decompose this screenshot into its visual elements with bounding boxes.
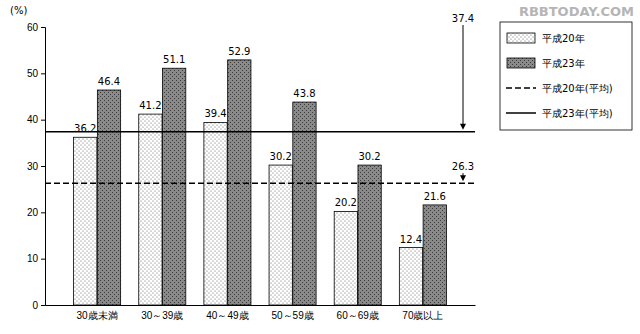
- x-tick: 30歳未満: [77, 305, 118, 321]
- bar: [269, 165, 292, 305]
- reference-label: 37.4: [452, 13, 474, 24]
- bar: [97, 90, 120, 305]
- y-tick-label: 10: [27, 253, 39, 264]
- x-tick: 70歳以上: [402, 305, 443, 321]
- y-tick: 60: [27, 22, 45, 33]
- legend-label: 平成23年: [542, 58, 585, 69]
- y-axis-line: [41, 28, 46, 306]
- data-label: 41.2: [139, 100, 161, 111]
- data-label: 36.2: [74, 123, 96, 134]
- legend-swatch: [506, 112, 536, 114]
- x-tick-label: 50～59歳: [271, 310, 313, 321]
- bar: [163, 68, 186, 305]
- y-tick: 10: [27, 253, 45, 264]
- y-tick: 40: [27, 114, 45, 125]
- data-label: 46.4: [98, 76, 120, 87]
- bar: [334, 211, 357, 305]
- legend-label: 平成20年(平均): [542, 83, 613, 94]
- reference-arrow-head: [460, 124, 466, 130]
- x-tick: 40～49歳: [206, 305, 248, 321]
- y-tick-label: 20: [27, 207, 39, 218]
- bar: [293, 102, 316, 305]
- y-tick-label: 30: [27, 161, 39, 172]
- y-tick-mark: [41, 305, 45, 306]
- data-label: 21.6: [424, 191, 446, 202]
- x-tick-label: 30～39歳: [141, 310, 183, 321]
- data-labels: 36.2 41.2 39.4 30.2 20.2 12.4 46.4 51.1 52.9 43.8…: [74, 13, 474, 245]
- y-tick: 20: [27, 207, 45, 218]
- reference-line: [45, 131, 475, 133]
- y-axis: 0 10 20 30 40 50 60: [27, 22, 46, 311]
- y-axis-title: (%): [10, 5, 27, 16]
- data-label: 12.4: [400, 234, 422, 245]
- data-label: 30.2: [358, 151, 380, 162]
- legend-label: 平成23年(平均): [542, 108, 613, 119]
- y-tick-label: 50: [27, 68, 39, 79]
- x-tick: 30～39歳: [141, 305, 183, 321]
- x-tick: 50～59歳: [271, 305, 313, 321]
- legend-box: [500, 22, 632, 130]
- y-tick-mark: [41, 259, 45, 260]
- data-label: 30.2: [270, 151, 292, 162]
- x-axis-line: [46, 305, 476, 306]
- y-tick-label: 0: [32, 300, 38, 311]
- legend-swatch: [507, 58, 535, 68]
- annotation: RBBTODAY.COM: [519, 4, 634, 19]
- bar: [423, 205, 446, 305]
- x-tick-label: 60～69歳: [337, 310, 379, 321]
- y-tick: 50: [27, 68, 45, 79]
- bar: [139, 114, 162, 305]
- x-tick-label: 30歳未満: [77, 310, 118, 321]
- legend-swatch: [506, 87, 536, 89]
- reference-arrow: [463, 25, 464, 126]
- bar: [74, 137, 97, 305]
- bar: [204, 122, 227, 305]
- reference-arrow-head: [460, 175, 466, 181]
- reference-label: 26.3: [452, 161, 474, 172]
- y-tick-label: 40: [27, 114, 39, 125]
- data-label: 52.9: [228, 46, 250, 57]
- x-axis: 30歳未満 30～39歳 40～49歳 50～59歳 60～69歳 70歳以上: [46, 305, 476, 321]
- y-tick-label: 60: [27, 22, 39, 33]
- bar: [399, 248, 422, 305]
- x-tick: 60～69歳: [337, 305, 379, 321]
- y-tick: 0: [32, 300, 45, 311]
- y-tick: 30: [27, 161, 45, 172]
- y-tick-mark: [41, 27, 45, 28]
- legend: 平成20年平成23年平成20年(平均) 平成23年(平均): [500, 22, 632, 130]
- y-tick-mark: [41, 212, 45, 213]
- legend-label: 平成20年: [542, 33, 585, 44]
- y-tick-mark: [41, 120, 45, 121]
- bar: [358, 165, 381, 305]
- data-label: 51.1: [163, 54, 185, 65]
- reference-lines: [45, 132, 475, 183]
- legend-swatch: [507, 33, 535, 43]
- data-label: 39.4: [204, 108, 226, 119]
- x-tick-label: 70歳以上: [402, 310, 443, 321]
- reference-line: [45, 182, 475, 184]
- y-tick-mark: [41, 73, 45, 74]
- data-label: 43.8: [293, 88, 315, 99]
- x-tick-label: 40～49歳: [206, 310, 248, 321]
- y-tick-mark: [41, 166, 45, 167]
- data-label: 20.2: [335, 197, 357, 208]
